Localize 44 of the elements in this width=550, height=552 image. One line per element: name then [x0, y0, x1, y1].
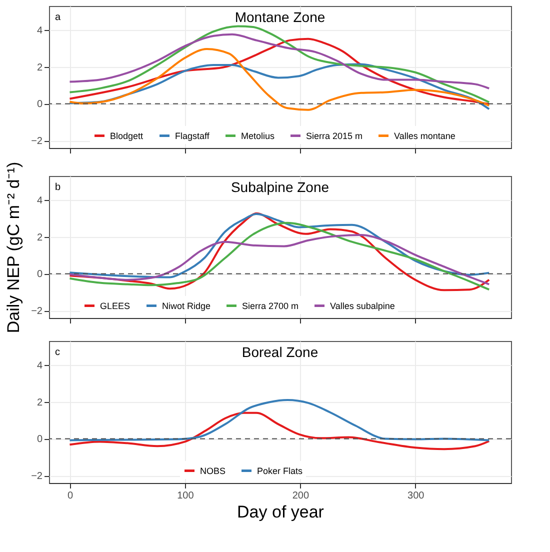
legend-label: Sierra 2015 m: [306, 130, 363, 141]
x-tick-label: 300: [408, 490, 425, 502]
line-series: [68, 399, 490, 442]
chart-title: Montane Zone: [234, 9, 326, 25]
y-tick-label: −2: [31, 136, 43, 148]
legend-label: Valles subalpine: [330, 300, 395, 311]
y-tick-label: −2: [31, 471, 43, 482]
annotation: c: [55, 347, 60, 358]
line-series: [68, 38, 490, 106]
y-tick-label: 0: [36, 434, 43, 446]
annotation: b: [55, 182, 61, 193]
line-series: [68, 33, 490, 90]
line-series: [68, 212, 490, 278]
line-series: [68, 63, 490, 110]
legend-label: Blodgett: [110, 130, 144, 141]
y-tick-label: 2: [36, 232, 43, 244]
legend-label: Flagstaff: [175, 130, 210, 141]
line-series: [68, 48, 490, 111]
y-tick-label: 2: [36, 397, 43, 408]
y-tick-label: 2: [36, 62, 43, 74]
legend-label: Niwot Ridge: [162, 300, 211, 311]
legend-label: Sierra 2700 m: [242, 300, 299, 311]
y-tick-label: 4: [36, 360, 43, 372]
y-tick-label: 4: [36, 195, 43, 206]
x-tick-label: 100: [177, 490, 194, 502]
legend-label: Metolius: [241, 130, 276, 141]
y-tick-label: 4: [36, 25, 43, 36]
chart-title: Subalpine Zone: [230, 179, 330, 195]
legend-label: NOBS: [200, 466, 226, 476]
y-axis-title: Daily NEP (gC m⁻² d⁻¹): [4, 162, 24, 334]
legend-label: GLEES: [100, 300, 130, 311]
y-tick-label: 0: [36, 269, 43, 280]
line-series: [68, 412, 490, 450]
y-tick-label: 0: [36, 99, 43, 110]
x-tick-label: 0: [67, 490, 74, 502]
chart-title: Boreal Zone: [242, 344, 318, 360]
legend-label: Valles montane: [394, 130, 456, 141]
line-series: [68, 25, 490, 104]
legend-label: Poker Flats: [257, 466, 304, 476]
x-axis-title: Day of year: [237, 502, 324, 522]
x-tick-label: 200: [292, 490, 310, 502]
y-tick-label: −2: [31, 306, 43, 318]
annotation: a: [55, 12, 61, 23]
line-series: [68, 234, 490, 286]
